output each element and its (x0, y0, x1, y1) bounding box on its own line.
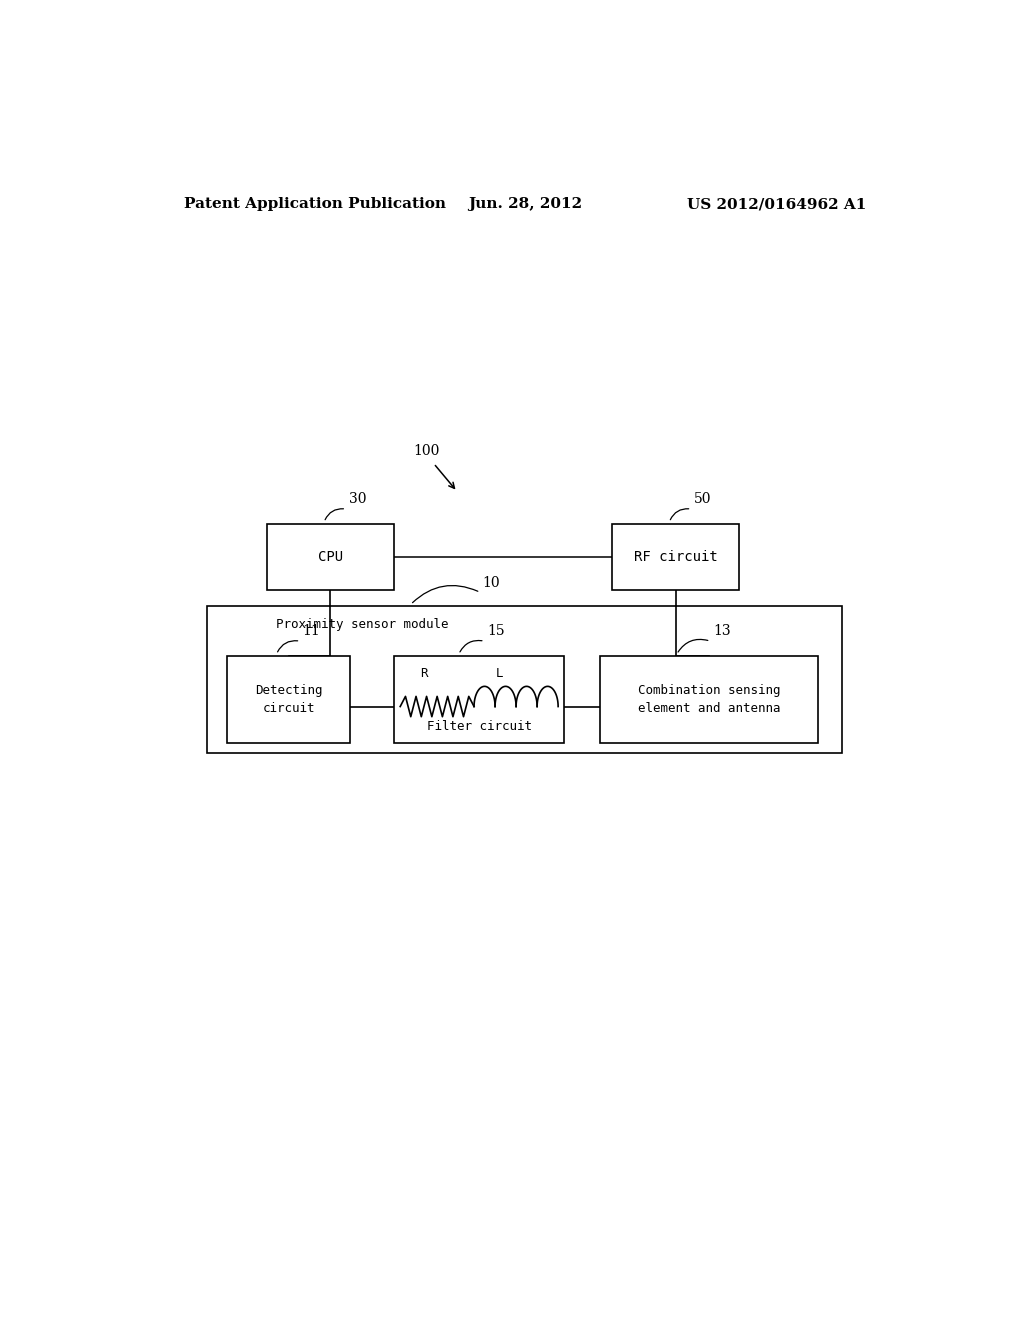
Text: 13: 13 (713, 624, 730, 638)
Bar (267, 524, 394, 590)
Text: 15: 15 (487, 624, 505, 638)
Bar (600, 656, 818, 743)
Text: Detecting
circuit: Detecting circuit (255, 684, 323, 715)
Bar (394, 656, 564, 743)
Text: RF circuit: RF circuit (634, 550, 718, 565)
Text: 100: 100 (414, 445, 440, 458)
Text: CPU: CPU (317, 550, 343, 565)
Text: 30: 30 (348, 492, 367, 506)
Text: Proximity sensor module: Proximity sensor module (275, 618, 449, 631)
Text: Jun. 28, 2012: Jun. 28, 2012 (468, 197, 582, 211)
Bar (227, 656, 350, 743)
Text: Patent Application Publication: Patent Application Publication (183, 197, 445, 211)
Text: Combination sensing
element and antenna: Combination sensing element and antenna (638, 684, 780, 715)
Text: Filter circuit: Filter circuit (427, 719, 531, 733)
Text: L: L (496, 667, 504, 680)
Text: 50: 50 (694, 492, 712, 506)
Text: US 2012/0164962 A1: US 2012/0164962 A1 (687, 197, 866, 211)
Text: 10: 10 (482, 577, 500, 590)
Bar (612, 524, 739, 590)
Text: 11: 11 (303, 624, 321, 638)
Text: R: R (420, 667, 428, 680)
Bar (207, 606, 843, 752)
